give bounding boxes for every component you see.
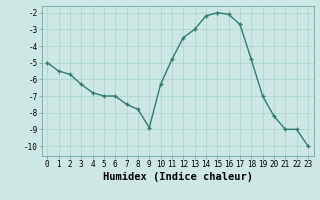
X-axis label: Humidex (Indice chaleur): Humidex (Indice chaleur) [103,172,252,182]
